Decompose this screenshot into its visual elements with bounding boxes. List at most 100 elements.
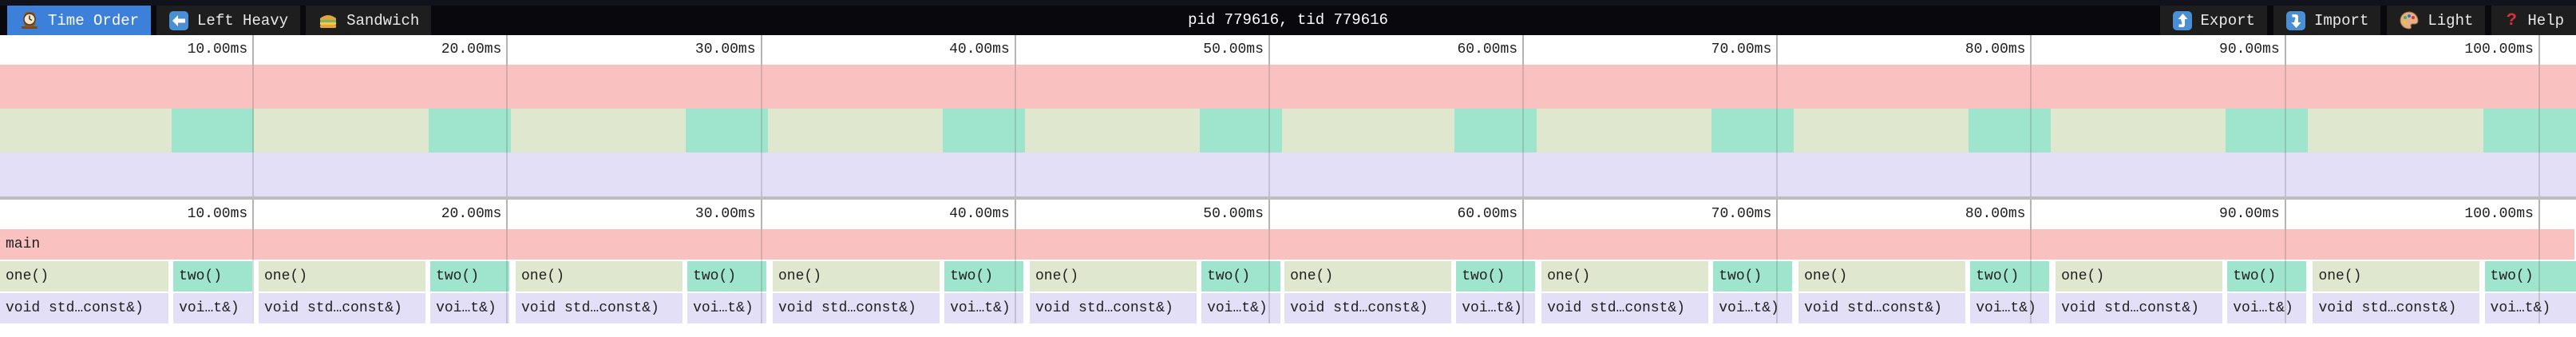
ruler-tick-line <box>1014 35 1016 65</box>
frame-one-child[interactable]: void std…const&) <box>1541 293 1708 323</box>
ruler-tick-label: 50.00ms <box>1203 42 1264 57</box>
frame-two-child[interactable]: voi…t&) <box>2484 293 2576 323</box>
frame-one[interactable]: one() <box>2313 261 2480 291</box>
tab-label: Time Order <box>48 11 140 30</box>
frame-main[interactable]: main <box>0 229 2574 260</box>
ruler-tick-line <box>1014 200 1016 229</box>
tab-label: Sandwich <box>346 11 420 30</box>
clock-icon <box>19 10 40 31</box>
ruler-tick-label: 90.00ms <box>2219 206 2280 222</box>
ruler-tick-line <box>252 35 255 65</box>
minimap-two-block <box>943 109 1026 153</box>
frame-one[interactable]: one() <box>773 261 940 291</box>
ruler-tick-label: 20.00ms <box>441 42 502 57</box>
minimap-two-block <box>1454 109 1537 153</box>
help-button[interactable]: ? Help <box>2491 6 2576 35</box>
frame-two[interactable]: two() <box>1456 261 1536 291</box>
frame-two[interactable]: two() <box>1713 261 1793 291</box>
frame-one-child[interactable]: void std…const&) <box>2313 293 2480 323</box>
ruler-tick-label: 60.00ms <box>1457 42 1518 57</box>
frame-two-child[interactable]: voi…t&) <box>173 293 253 323</box>
frame-one-child[interactable]: void std…const&) <box>1284 293 1451 323</box>
ruler-tick-label: 30.00ms <box>694 42 756 57</box>
ruler-tick-line <box>1268 200 1270 229</box>
action-label: Help <box>2527 11 2564 30</box>
flamegraph-row-depth2: void std…const&) voi…t&) void std…const&) v… <box>0 293 2576 323</box>
ruler-tick-line <box>760 200 762 229</box>
frame-one[interactable]: one() <box>516 261 683 291</box>
frame-two[interactable]: two() <box>944 261 1024 291</box>
frame-two-child[interactable]: voi…t&) <box>1201 293 1281 323</box>
theme-toggle-button[interactable]: Light <box>2387 6 2486 35</box>
action-label: Light <box>2428 11 2474 30</box>
frame-one[interactable]: one() <box>259 261 425 291</box>
frame-one-child[interactable]: void std…const&) <box>2056 293 2222 323</box>
frame-two-child[interactable]: voi…t&) <box>430 293 510 323</box>
frame-two[interactable]: two() <box>1970 261 2050 291</box>
sandwich-icon <box>318 10 338 31</box>
action-label: Export <box>2200 11 2255 30</box>
frame-two-child[interactable]: voi…t&) <box>944 293 1024 323</box>
frame-two-child[interactable]: voi…t&) <box>687 293 767 323</box>
minimap-row-main <box>0 65 2576 109</box>
minimap-row-one-two <box>0 109 2576 153</box>
minimap-row-leaf <box>0 153 2576 196</box>
flamegraph-row-depth0: main <box>0 229 2576 260</box>
ruler-tick-label: 20.00ms <box>441 206 502 222</box>
ruler-tick-label: 10.00ms <box>187 42 248 57</box>
frame-one-child[interactable]: void std…const&) <box>773 293 940 323</box>
frame-one-child[interactable]: void std…const&) <box>1798 293 1965 323</box>
minimap-two-block <box>172 109 255 153</box>
frame-one[interactable]: one() <box>2056 261 2222 291</box>
minimap-ruler: 10.00ms 20.00ms 30.00ms 40.00ms 50.00ms 60.00… <box>0 35 2576 65</box>
frame-two-child[interactable]: voi…t&) <box>1713 293 1793 323</box>
frame-one[interactable]: one() <box>1284 261 1451 291</box>
palette-icon <box>2399 10 2420 31</box>
frame-one-child[interactable]: void std…const&) <box>516 293 683 323</box>
ruler-tick-label: 80.00ms <box>1965 206 2026 222</box>
flamegraph-ruler: 10.00ms 20.00ms 30.00ms 40.00ms 50.00ms 60.00… <box>0 200 2576 229</box>
tab-left-heavy[interactable]: Left Heavy <box>156 6 301 35</box>
frame-one-child[interactable]: void std…const&) <box>259 293 425 323</box>
ruler-tick-line <box>252 200 255 229</box>
frame-two[interactable]: two() <box>430 261 510 291</box>
frame-two-child[interactable]: voi…t&) <box>1456 293 1536 323</box>
import-icon <box>2285 10 2306 31</box>
frame-one[interactable]: one() <box>1030 261 1197 291</box>
tab-time-order[interactable]: Time Order <box>7 6 152 35</box>
ruler-tick-label: 10.00ms <box>187 206 248 222</box>
minimap-two-block <box>1969 109 2052 153</box>
frame-one-child[interactable]: void std…const&) <box>0 293 168 323</box>
ruler-tick-line <box>1522 35 1525 65</box>
export-button[interactable]: Export <box>2159 6 2267 35</box>
toolbar: Time Order Left Heavy <box>0 0 2576 35</box>
ruler-tick-label: 100.00ms <box>2464 42 2534 57</box>
ruler-tick-line <box>2284 200 2286 229</box>
ruler-tick-label: 50.00ms <box>1203 206 1264 222</box>
ruler-tick-label: 40.00ms <box>949 206 1010 222</box>
frame-two-child[interactable]: voi…t&) <box>2227 293 2307 323</box>
ruler-tick-line <box>506 35 508 65</box>
ruler-tick-line <box>1522 200 1525 229</box>
frame-one[interactable]: one() <box>1541 261 1708 291</box>
ruler-tick-line <box>2030 35 2032 65</box>
minimap-two-block <box>1200 109 1283 153</box>
frame-two[interactable]: two() <box>2484 261 2576 291</box>
frame-one[interactable]: one() <box>1798 261 1965 291</box>
frame-two[interactable]: two() <box>173 261 253 291</box>
minimap[interactable] <box>0 65 2576 196</box>
import-button[interactable]: Import <box>2273 6 2381 35</box>
ruler-tick-line <box>2538 35 2540 65</box>
ruler-tick-line <box>1776 200 1779 229</box>
frame-one-child[interactable]: void std…const&) <box>1030 293 1197 323</box>
tab-sandwich[interactable]: Sandwich <box>306 6 432 35</box>
ruler-tick-label: 30.00ms <box>694 206 756 222</box>
minimap-two-block <box>1711 109 1794 153</box>
frame-two[interactable]: two() <box>687 261 767 291</box>
frame-two[interactable]: two() <box>2227 261 2307 291</box>
frame-one[interactable]: one() <box>0 261 168 291</box>
frame-two[interactable]: two() <box>1201 261 1281 291</box>
frame-two-child[interactable]: voi…t&) <box>1970 293 2050 323</box>
minimap-two-block <box>2226 109 2309 153</box>
